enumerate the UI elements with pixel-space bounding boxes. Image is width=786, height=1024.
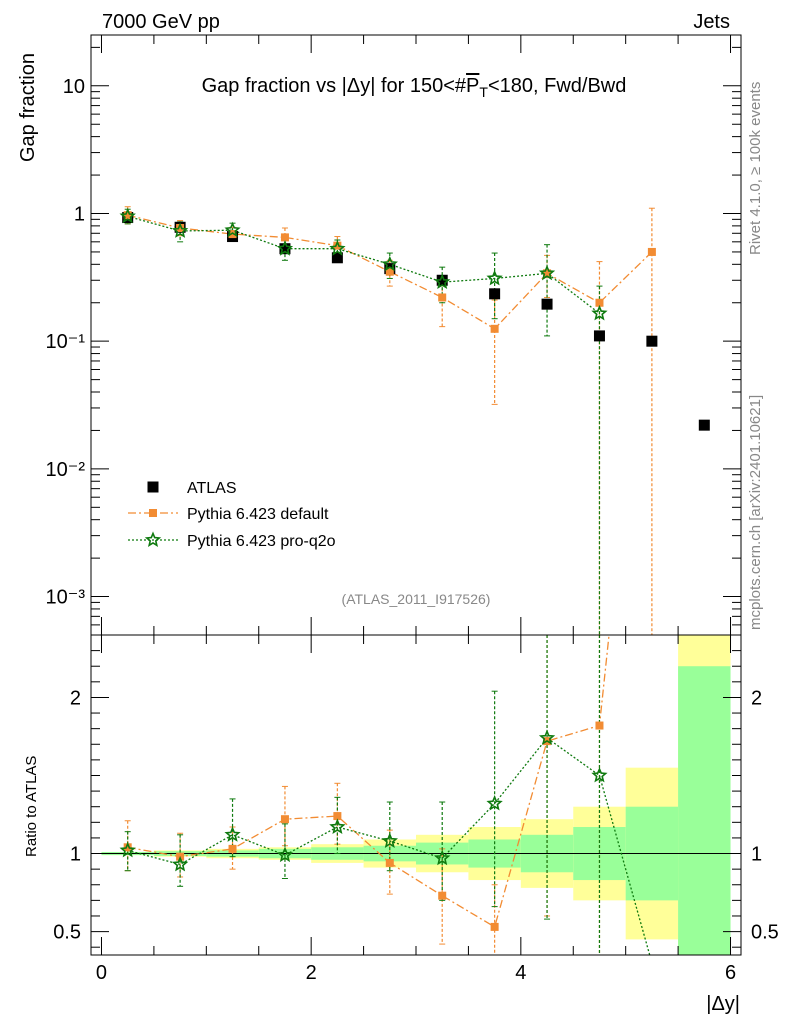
atlas-point — [541, 298, 553, 310]
proq2o-point — [276, 240, 294, 256]
default-point — [333, 812, 342, 821]
ratio-y-tick-label: 2 — [70, 687, 81, 709]
default-legend-label: Pythia 6.423 default — [187, 506, 329, 523]
ratio-xlabel: |Δy| — [706, 993, 740, 1015]
proq2o-point — [276, 846, 294, 863]
ratio-x-tick-label: 6 — [725, 962, 736, 984]
default-point — [490, 922, 499, 931]
ratio-y-tick-label-right: 0.5 — [751, 922, 779, 944]
proq2o-point — [381, 832, 398, 848]
default-point — [176, 223, 185, 232]
plot-title: Gap fraction vs |Δy| for 150<#PT<180, Fw… — [202, 75, 627, 100]
proq2o-legend-label: Pythia 6.423 pro-q2o — [187, 533, 336, 550]
default-point — [280, 815, 289, 824]
atlas-point — [147, 481, 159, 493]
atlas-point — [489, 288, 501, 300]
band-inner-bin — [678, 666, 731, 955]
atlas-point — [698, 419, 710, 431]
proq2o-point — [329, 818, 346, 835]
default-point — [385, 267, 394, 276]
default-point — [228, 230, 237, 239]
ratio-y-tick-label-right: 1 — [751, 844, 762, 866]
main-axis-ticks: 10 1 10⁻¹ 10⁻² 10⁻³ — [46, 35, 741, 636]
proq2o-point — [171, 855, 189, 872]
default-point — [595, 721, 604, 730]
proq2o-point — [433, 273, 451, 290]
ratio-x-tick-label: 2 — [306, 962, 317, 984]
default-point — [385, 858, 394, 867]
proq2o-point — [329, 240, 346, 256]
ratio-x-tick-label: 0 — [96, 962, 107, 984]
analysis-label: (ATLAS_2011_I917526) — [342, 591, 491, 607]
title-symbol: P — [466, 75, 479, 97]
default-point — [123, 211, 132, 220]
proq2o-point — [538, 264, 556, 281]
proq2o-point — [119, 841, 136, 858]
proq2o-point — [591, 304, 608, 321]
main-y-tick-label: 10⁻³ — [46, 587, 86, 609]
atlas-point — [646, 335, 658, 347]
proq2o-point — [591, 766, 608, 783]
ratio-y-tick-label: 0.5 — [53, 922, 81, 944]
default-point — [123, 843, 132, 852]
default-point — [595, 298, 604, 307]
atlas-legend-label: ATLAS — [187, 480, 237, 497]
proq2o-point — [381, 255, 398, 272]
title-suffix: <180, Fwd/Bwd — [488, 75, 626, 97]
atlas-point — [331, 252, 343, 264]
process-label: Jets — [693, 11, 730, 33]
default-point — [647, 247, 656, 256]
default-point — [280, 233, 289, 242]
ratio-ylabel: Ratio to ATLAS — [23, 756, 40, 857]
default-point — [149, 509, 157, 517]
energy-label: 7000 GeV pp — [102, 11, 220, 33]
main-ylabel: Gap fraction — [17, 53, 39, 162]
main-series — [119, 206, 710, 636]
ratio-series — [119, 634, 651, 956]
proq2o-point — [224, 826, 241, 842]
ratio-frame — [90, 634, 742, 956]
proq2o-point — [433, 849, 451, 866]
rivet-label: Rivet 4.1.0, ≥ 100k events — [747, 82, 764, 255]
proq2o-line — [127, 215, 600, 314]
title-prefix: Gap fraction vs |Δy| for 150<# — [202, 75, 467, 97]
mcplots-label: mcplots.cern.ch [arXiv:2401.10621] — [747, 395, 764, 630]
default-point — [438, 891, 447, 900]
main-y-tick-label: 10⁻¹ — [46, 331, 86, 353]
default-point — [438, 293, 447, 302]
ratio-axis-ticks: 2 2 1 1 0.5 0.5 0 2 4 6 — [53, 635, 779, 984]
legend: ATLAS Pythia 6.423 default Pythia 6.423 pr… — [128, 480, 336, 550]
default-point — [490, 324, 499, 333]
ratio-y-tick-label-right: 2 — [751, 687, 762, 709]
default-point — [543, 269, 552, 278]
default-point — [228, 844, 237, 853]
proq2o-point — [144, 531, 162, 548]
atlas-point — [436, 274, 448, 286]
proq2o-point — [538, 729, 556, 746]
main-y-tick-label: 10⁻² — [46, 459, 86, 481]
default-point — [333, 241, 342, 250]
ratio-y-tick-label: 1 — [70, 844, 81, 866]
atlas-point — [593, 330, 605, 342]
atlas-point — [279, 243, 291, 255]
title-subscript: T — [479, 84, 488, 100]
proq2o-point — [119, 207, 136, 224]
proq2o-ratio-line — [127, 737, 651, 955]
ratio-bands — [91, 635, 741, 955]
main-y-tick-label: 10 — [63, 76, 85, 98]
main-y-tick-label: 1 — [74, 203, 85, 225]
proq2o-point — [486, 269, 503, 286]
proq2o-point — [486, 795, 503, 811]
proq2o-point — [171, 222, 189, 238]
ratio-x-tick-label: 4 — [515, 962, 526, 984]
proq2o-point — [224, 221, 241, 238]
default-line — [127, 214, 653, 330]
